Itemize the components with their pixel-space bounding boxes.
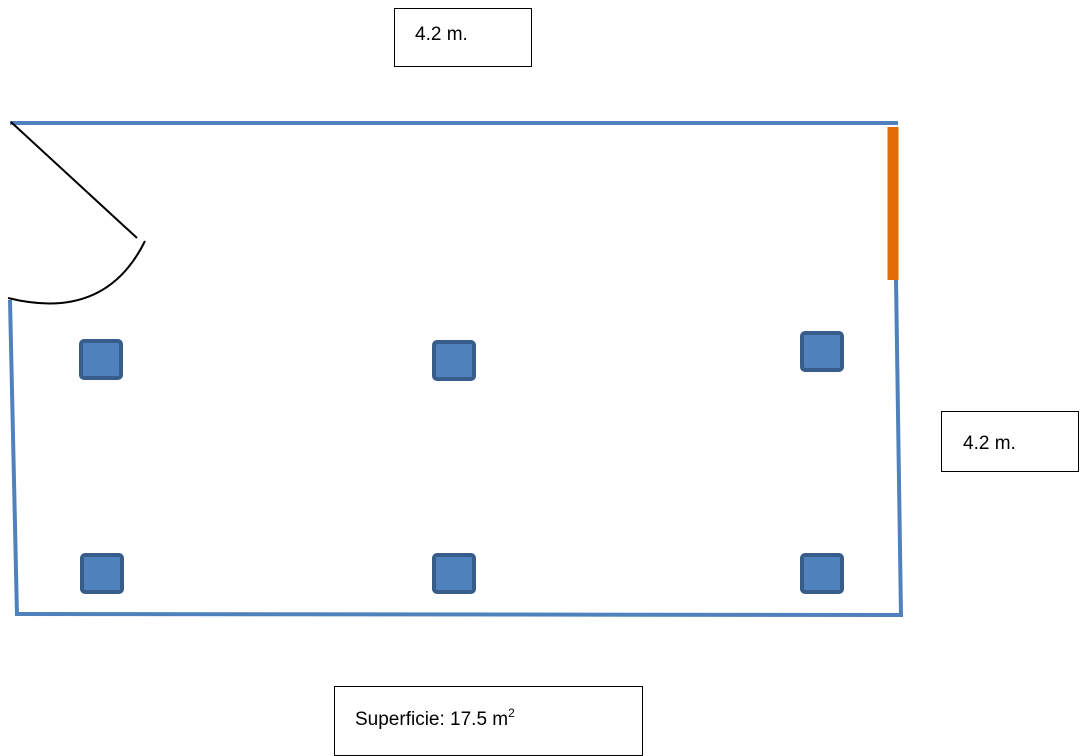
door [7, 121, 146, 305]
room-walls [8, 121, 904, 617]
door-swing-arc [7, 240, 146, 305]
fixture-top-right [800, 331, 844, 372]
area-text: Superficie: 17.5 m [355, 709, 509, 730]
area-label: Superficie: 17.5 m2 [334, 686, 643, 756]
dimension-label-top: 4.2 m. [394, 8, 532, 67]
fixture-top-left [79, 339, 123, 380]
wall-right [894, 278, 903, 617]
dimension-label-right: 4.2 m. [941, 411, 1079, 472]
fixture-bottom-right [800, 553, 844, 594]
door-leaf [10, 121, 138, 239]
wall-left [8, 299, 19, 617]
dimension-right-text: 4.2 m. [963, 433, 1016, 454]
area-exponent: 2 [508, 706, 515, 720]
dimension-top-text: 4.2 m. [415, 24, 468, 45]
fixture-bottom-left [80, 553, 124, 594]
wall-bottom [16, 612, 904, 617]
fixture-bottom-middle [432, 553, 476, 594]
fixture-top-middle [432, 340, 476, 381]
fixtures [79, 331, 844, 594]
